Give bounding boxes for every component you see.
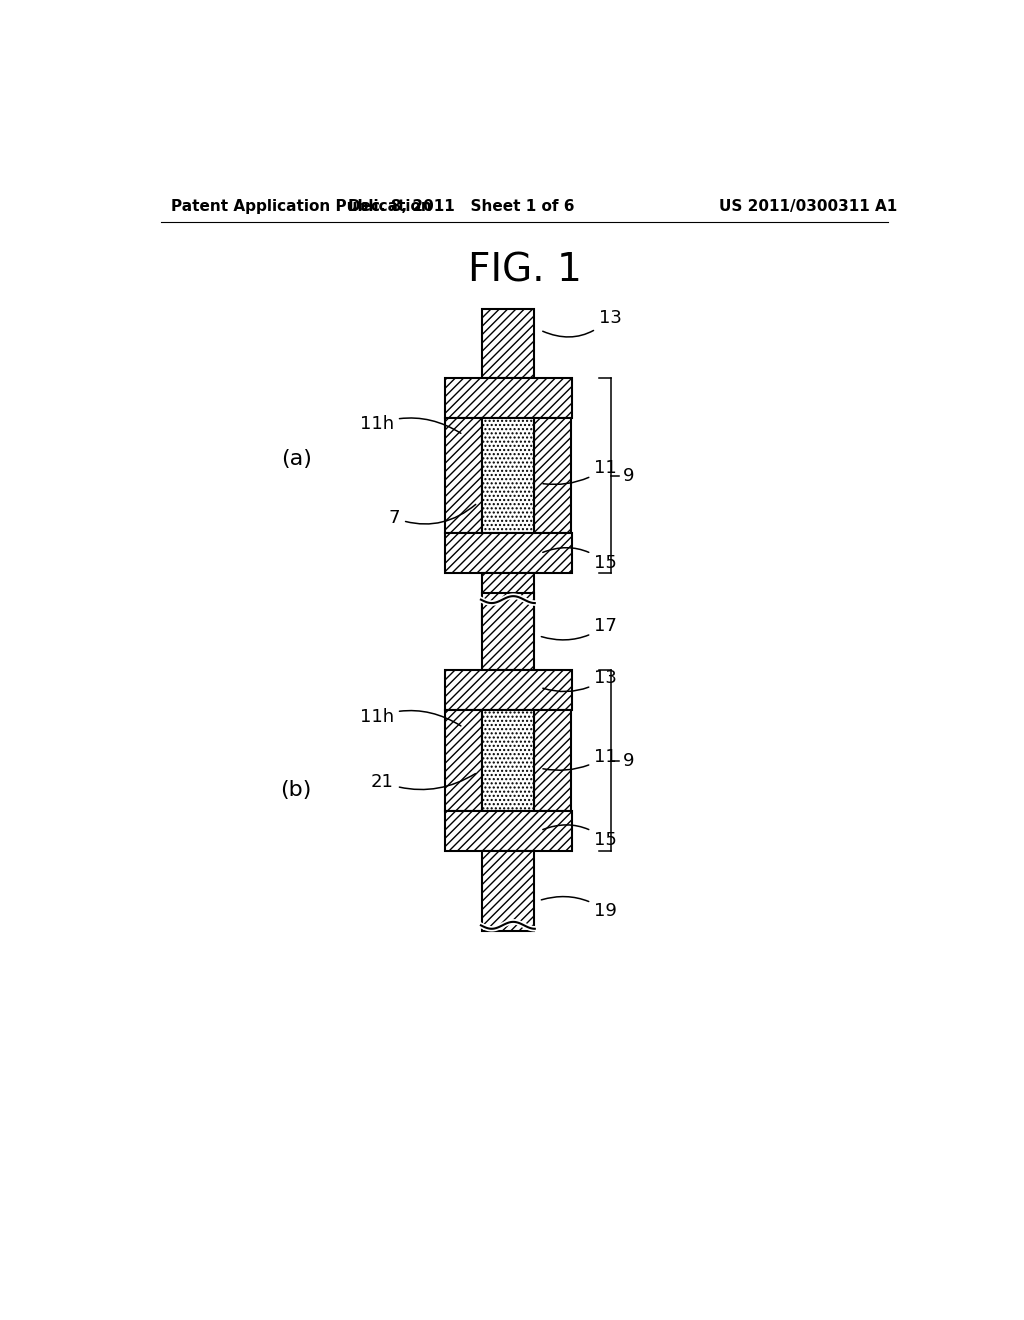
Text: 11: 11 — [543, 459, 616, 484]
Bar — [481, 710, 535, 810]
Bar — [481, 309, 535, 378]
Text: 11h: 11h — [359, 414, 461, 433]
Bar — [481, 850, 535, 932]
Text: Dec. 8, 2011   Sheet 1 of 6: Dec. 8, 2011 Sheet 1 of 6 — [348, 198, 574, 214]
Text: 15: 15 — [543, 825, 617, 849]
Bar — [444, 810, 571, 850]
Text: 21: 21 — [371, 774, 475, 791]
Bar — [481, 573, 535, 631]
Text: 9: 9 — [623, 751, 634, 770]
Bar — [535, 418, 571, 533]
Text: 15: 15 — [543, 548, 617, 572]
Bar — [444, 418, 481, 533]
Bar — [481, 418, 535, 533]
Bar — [444, 710, 481, 810]
Bar — [481, 594, 535, 671]
Text: 17: 17 — [542, 616, 617, 640]
Text: 7: 7 — [388, 504, 476, 527]
Bar — [444, 671, 571, 710]
Text: 13: 13 — [543, 669, 617, 692]
Text: Patent Application Publication: Patent Application Publication — [171, 198, 431, 214]
Text: 19: 19 — [542, 896, 617, 920]
Text: (b): (b) — [281, 780, 311, 800]
Text: FIG. 1: FIG. 1 — [468, 251, 582, 289]
Text: (a): (a) — [281, 449, 311, 469]
Text: 13: 13 — [543, 309, 622, 337]
Text: 9: 9 — [623, 467, 634, 484]
Bar — [444, 533, 571, 573]
Bar — [535, 710, 571, 810]
Text: 11h: 11h — [359, 708, 461, 726]
Text: 11: 11 — [543, 747, 616, 771]
Bar — [444, 378, 571, 418]
Text: US 2011/0300311 A1: US 2011/0300311 A1 — [719, 198, 897, 214]
